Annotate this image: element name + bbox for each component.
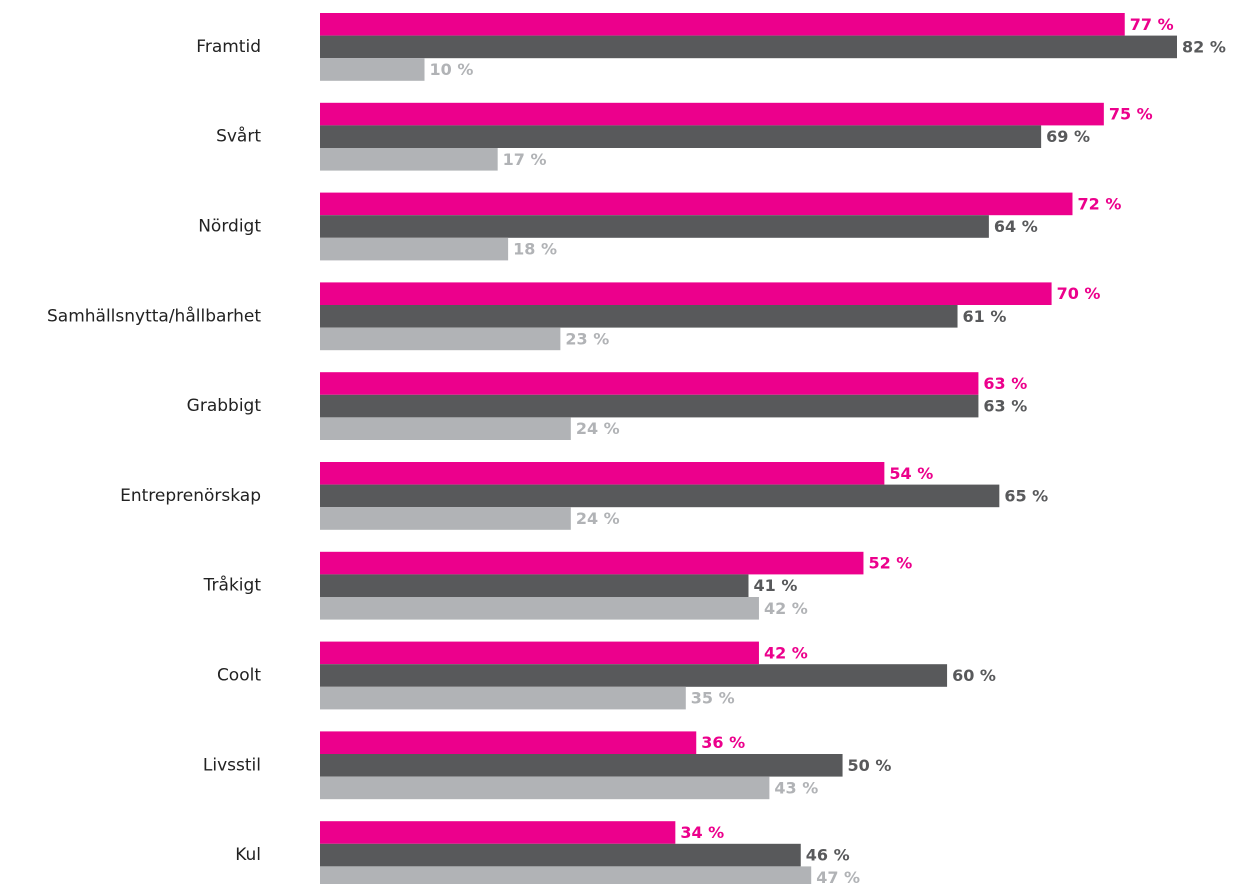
bar xyxy=(320,731,697,754)
bar xyxy=(320,237,509,261)
value-label: 24 % xyxy=(576,419,620,438)
value-label: 50 % xyxy=(848,756,892,775)
bar xyxy=(320,866,812,884)
bar xyxy=(320,574,749,597)
value-label: 63 % xyxy=(983,397,1027,416)
value-label: 42 % xyxy=(764,643,808,662)
bar xyxy=(320,13,1125,36)
value-label: 41 % xyxy=(754,576,798,595)
bar xyxy=(320,372,979,395)
value-label: 10 % xyxy=(430,60,474,79)
value-label: 70 % xyxy=(1057,284,1101,303)
value-label: 35 % xyxy=(691,689,735,708)
category-label: Coolt xyxy=(217,666,261,686)
category-label: Tråkigt xyxy=(203,575,262,596)
value-label: 47 % xyxy=(816,868,860,884)
value-label: 61 % xyxy=(963,307,1007,326)
bar xyxy=(320,192,1073,216)
bar xyxy=(320,394,979,418)
value-label: 82 % xyxy=(1182,37,1226,56)
category-label: Entreprenörskap xyxy=(120,486,261,506)
bar xyxy=(320,754,843,777)
category-label: Samhällsnytta/hållbarhet xyxy=(47,305,261,326)
bar xyxy=(320,821,676,844)
bar xyxy=(320,641,759,665)
category-label: Kul xyxy=(235,845,261,865)
category-label: Grabbigt xyxy=(187,396,262,416)
value-label: 75 % xyxy=(1109,105,1153,124)
value-label: 34 % xyxy=(680,823,724,842)
bar xyxy=(320,597,759,620)
value-label: 63 % xyxy=(983,374,1027,393)
value-label: 77 % xyxy=(1130,15,1174,34)
bar xyxy=(320,215,989,238)
category-label: Livsstil xyxy=(203,755,261,775)
bar xyxy=(320,102,1104,126)
value-label: 17 % xyxy=(503,150,547,169)
value-label: 43 % xyxy=(774,778,818,797)
value-label: 36 % xyxy=(701,733,745,752)
value-label: 65 % xyxy=(1004,486,1048,505)
bar xyxy=(320,58,425,81)
bar xyxy=(320,484,1000,508)
value-label: 23 % xyxy=(565,329,609,348)
category-label: Nördigt xyxy=(198,217,261,237)
category-label: Svårt xyxy=(216,126,261,147)
bar xyxy=(320,776,770,800)
bar xyxy=(320,35,1177,59)
value-label: 52 % xyxy=(868,554,912,573)
value-label: 46 % xyxy=(806,846,850,865)
value-label: 18 % xyxy=(513,240,557,259)
bar xyxy=(320,417,571,440)
bar xyxy=(320,551,864,575)
bar xyxy=(320,305,958,328)
bar xyxy=(320,843,801,867)
bar xyxy=(320,125,1042,148)
category-label: Framtid xyxy=(196,37,261,57)
value-label: 54 % xyxy=(889,464,933,483)
value-label: 24 % xyxy=(576,509,620,528)
bar xyxy=(320,507,571,530)
bar xyxy=(320,462,885,485)
bar xyxy=(320,282,1052,305)
value-label: 64 % xyxy=(994,217,1038,236)
bar xyxy=(320,664,948,687)
bar xyxy=(320,327,561,351)
value-label: 60 % xyxy=(952,666,996,685)
bar xyxy=(320,686,686,710)
value-label: 72 % xyxy=(1077,194,1121,213)
bar xyxy=(320,148,498,171)
value-label: 69 % xyxy=(1046,127,1090,146)
value-label: 42 % xyxy=(764,599,808,618)
